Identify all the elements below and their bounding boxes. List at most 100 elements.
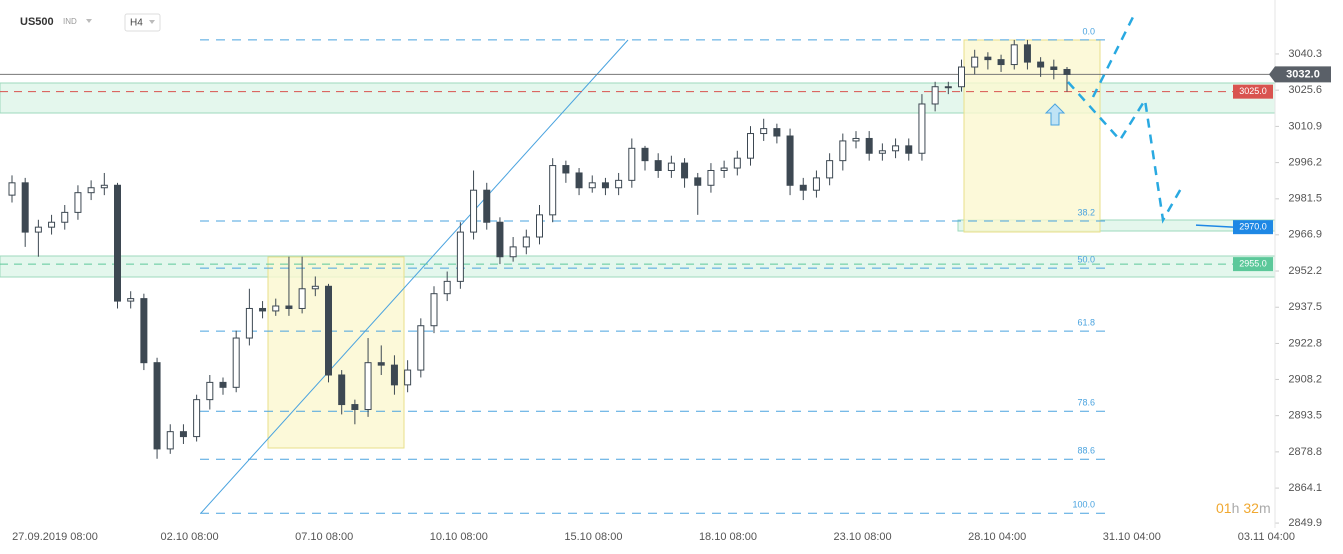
candle-body <box>311 285 319 290</box>
candle-body <box>562 165 570 174</box>
candle-body <box>8 182 16 196</box>
arrow-icon <box>1044 103 1066 126</box>
y-tick-label: 2864.1 <box>1288 482 1322 494</box>
candle-body <box>259 307 267 312</box>
dropdown-icon <box>149 20 155 24</box>
price-tag <box>1233 220 1273 235</box>
candle-body <box>944 86 952 89</box>
candle-body <box>483 189 491 223</box>
candle-body <box>971 56 979 68</box>
market: IND <box>63 17 77 26</box>
fib-label: 100.0 <box>1072 500 1095 510</box>
candle-body <box>536 214 543 238</box>
x-tick-label: 03.11 04:00 <box>1238 531 1295 543</box>
highlight-box <box>267 256 405 449</box>
candle-body <box>470 189 478 233</box>
candle-body <box>720 167 728 171</box>
symbol: US500 <box>20 16 54 28</box>
y-tick-label: 2966.9 <box>1288 229 1322 241</box>
candle-body <box>404 369 412 386</box>
candle-body <box>681 162 689 179</box>
candle-body <box>707 169 715 186</box>
candle-body <box>628 147 636 181</box>
y-tick-label: 3040.3 <box>1288 48 1322 60</box>
x-tick-label: 31.10 04:00 <box>1103 531 1161 543</box>
candle-body <box>417 325 425 371</box>
candle-body <box>694 177 702 186</box>
candle-body <box>509 246 517 258</box>
candle-body <box>61 211 69 223</box>
highlight-box <box>963 39 1101 233</box>
timer-hours: 01 <box>1216 500 1232 516</box>
timeframe-box[interactable] <box>124 13 161 32</box>
y-tick-label: 3010.9 <box>1288 120 1322 132</box>
y-tick-label: 2996.2 <box>1288 157 1322 169</box>
price-tag <box>1269 66 1331 83</box>
y-tick-label: 3025.6 <box>1288 84 1322 96</box>
price-tag-label: 3032.0 <box>1286 68 1320 80</box>
candle-body <box>1037 61 1045 68</box>
candle-body <box>1063 68 1071 75</box>
candle-body <box>127 298 135 302</box>
y-tick-label: 2952.2 <box>1288 265 1322 277</box>
candle-body <box>799 184 807 191</box>
candle-body <box>456 231 464 282</box>
fib-label: 88.6 <box>1077 446 1095 456</box>
x-tick-label: 10.10 08:00 <box>430 531 488 543</box>
dropdown-icon[interactable] <box>86 19 92 23</box>
candle-body <box>958 66 965 88</box>
candle-body <box>100 184 108 189</box>
price-tag-label: 2955.0 <box>1239 258 1267 268</box>
candle-body <box>839 140 847 162</box>
candle-body <box>892 145 900 152</box>
candle-body <box>377 362 385 366</box>
candle-body <box>984 56 992 61</box>
candle-body <box>285 305 293 309</box>
timer-unit: m <box>1259 500 1271 516</box>
y-tick-label: 2893.5 <box>1288 410 1322 422</box>
candle-body <box>272 305 280 312</box>
candle-body <box>747 133 754 159</box>
timeframe: H4 <box>130 18 143 29</box>
timer-minutes: 32 <box>1243 500 1259 516</box>
candle-body <box>667 162 675 171</box>
candle-body <box>34 226 42 233</box>
candle-body <box>522 236 530 248</box>
candle-body <box>865 137 873 154</box>
x-tick-label: 07.10 08:00 <box>295 531 353 543</box>
timer: 01h 32m <box>1216 500 1271 516</box>
candle-body <box>1010 44 1018 66</box>
candle-body <box>826 160 834 179</box>
y-tick-label: 2922.8 <box>1288 337 1322 349</box>
candle-body <box>786 135 794 186</box>
candle-body <box>931 86 939 105</box>
forecast-path <box>1067 81 1185 224</box>
candle-body <box>74 192 82 213</box>
price-tag-label: 2970.0 <box>1239 222 1267 232</box>
candle-body <box>179 431 187 438</box>
candle-body <box>430 293 438 327</box>
x-tick-label: 15.10 08:00 <box>564 531 622 543</box>
fib-label: 61.8 <box>1077 318 1095 328</box>
candle-body <box>1050 66 1058 70</box>
candle-body <box>997 59 1005 66</box>
y-tick-label: 2981.5 <box>1288 193 1322 205</box>
candle-body <box>351 404 359 410</box>
candle-body <box>232 337 240 388</box>
candle-body <box>1023 44 1031 63</box>
y-tick-label: 2878.8 <box>1288 446 1322 458</box>
candle-body <box>206 381 214 401</box>
candle-body <box>549 165 557 216</box>
fib-label: 50.0 <box>1077 254 1095 264</box>
x-tick-label: 27.09.2019 08:00 <box>12 531 98 543</box>
candle-body <box>219 381 227 388</box>
timer-unit: h <box>1232 500 1240 516</box>
trend-line <box>200 39 629 514</box>
candle-body <box>588 182 596 189</box>
fib-label: 78.6 <box>1077 398 1095 408</box>
candle-body <box>760 128 768 135</box>
candle-body <box>364 362 372 410</box>
candle-body <box>905 145 913 154</box>
plot: 3040.3 3025.6 3010.9 2996.2 2981.5 2966.9 2952… <box>0 26 1322 543</box>
